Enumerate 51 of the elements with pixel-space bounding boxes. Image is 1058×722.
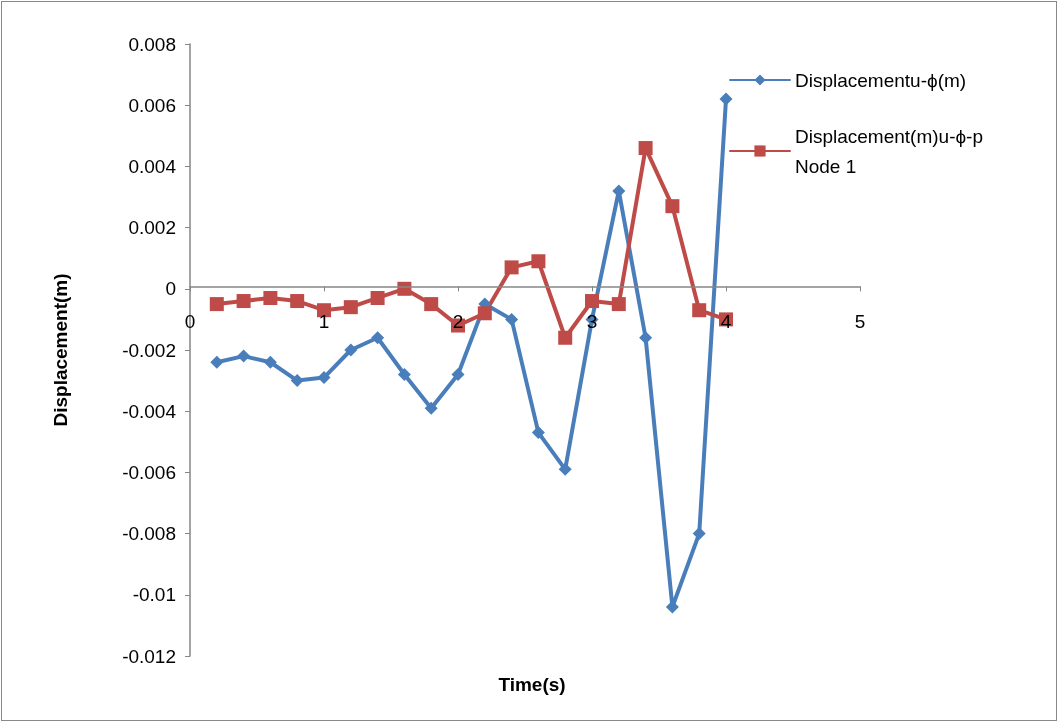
y-tick-label: -0.004 xyxy=(122,400,177,422)
point xyxy=(585,294,599,309)
point xyxy=(210,355,224,369)
y-axis-title: Displacement(m) xyxy=(50,273,71,427)
y-tick-label: -0.006 xyxy=(122,461,176,483)
x-tick-label: 0 xyxy=(184,311,196,333)
point xyxy=(504,260,519,275)
point xyxy=(343,300,358,315)
point xyxy=(263,290,278,305)
y-tick-label: -0.01 xyxy=(132,584,176,606)
point xyxy=(290,374,304,388)
point xyxy=(236,294,251,309)
x-tick-label: 5 xyxy=(854,311,866,333)
y-tick-label: -0.002 xyxy=(122,339,176,361)
y-tick-label: -0.008 xyxy=(122,523,176,545)
point xyxy=(397,367,411,381)
x-axis-title: Time(s) xyxy=(498,674,566,695)
point xyxy=(209,297,224,312)
y-tick-label: 0 xyxy=(165,278,176,300)
legend-label: Displacement(m)u-ϕ-p Node 1 xyxy=(795,125,989,177)
point xyxy=(263,355,277,369)
y-tick-label: 0.006 xyxy=(128,94,176,116)
y-tick-label: 0.008 xyxy=(128,33,176,55)
point xyxy=(692,303,707,318)
point xyxy=(290,294,305,309)
y-tick-label: 0.002 xyxy=(128,217,176,239)
point xyxy=(237,349,251,363)
legend-label: Displacementu-ϕ(m) xyxy=(795,69,967,91)
point xyxy=(424,401,438,415)
point xyxy=(370,290,385,305)
point xyxy=(371,331,385,345)
point xyxy=(424,297,439,312)
point xyxy=(719,92,733,106)
point xyxy=(611,297,626,312)
point xyxy=(639,331,653,345)
point xyxy=(317,371,331,385)
point xyxy=(531,426,545,440)
x-tick-label: 2 xyxy=(452,311,464,333)
point xyxy=(692,527,706,541)
point xyxy=(558,330,573,345)
point xyxy=(665,199,680,214)
y-tick-label: 0.004 xyxy=(128,155,177,177)
y-tick-label: -0.012 xyxy=(122,645,176,667)
x-tick-label: 1 xyxy=(318,311,330,333)
point xyxy=(344,343,358,357)
point xyxy=(638,141,653,156)
point xyxy=(531,254,546,269)
point xyxy=(505,312,519,326)
point xyxy=(558,462,572,476)
point xyxy=(477,306,492,321)
point xyxy=(451,367,465,381)
